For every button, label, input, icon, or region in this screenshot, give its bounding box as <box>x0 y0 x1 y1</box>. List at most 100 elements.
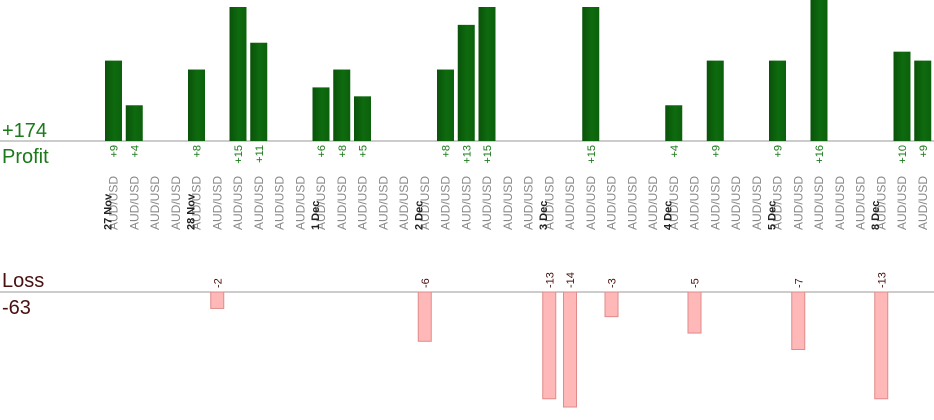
loss-value-label: -5 <box>690 278 702 288</box>
date-label: 27 Nov <box>102 193 114 230</box>
pair-label: AUD/USD <box>584 176 598 230</box>
profit-bar <box>457 24 475 141</box>
profit-value-label: +10 <box>897 145 909 164</box>
profit-value-label: +4 <box>669 145 681 158</box>
profit-bar <box>665 105 683 141</box>
loss-value-labels: -2 -6 -13 -14 -3 -5 -7 -13 <box>212 272 888 288</box>
date-labels: 27 Nov 28 Nov 1 Dec 2 Dec 3 Dec 4 Dec 5 Dec 8 D… <box>102 193 882 230</box>
pair-label: AUD/USD <box>625 176 639 230</box>
pair-label: AUD/USD <box>459 176 473 230</box>
pair-label: AUD/USD <box>667 176 681 230</box>
pair-label: AUD/USD <box>273 176 287 230</box>
profit-value-label: +4 <box>129 145 141 158</box>
pair-label: AUD/USD <box>895 176 909 230</box>
profit-bar <box>229 7 247 141</box>
profit-bar <box>810 0 828 141</box>
loss-bar <box>604 291 619 318</box>
pair-label: AUD/USD <box>750 176 764 230</box>
profit-bar <box>914 60 932 141</box>
profit-bar <box>437 69 454 141</box>
profit-value-label: +6 <box>316 145 328 158</box>
pair-label: AUD/USD <box>812 176 826 230</box>
profit-bar <box>333 69 351 141</box>
profit-bar <box>478 7 496 141</box>
loss-value-label: -13 <box>544 272 556 288</box>
pair-label: AUD/USD <box>708 176 722 230</box>
date-label: 1 Dec <box>310 201 322 230</box>
profit-value-label: +9 <box>773 145 785 158</box>
pair-label: AUD/USD <box>107 176 121 230</box>
profit-value-label: +9 <box>109 145 121 158</box>
pair-label: AUD/USD <box>335 176 349 230</box>
pair-label: AUD/USD <box>231 176 245 230</box>
pair-label: AUD/USD <box>418 176 432 230</box>
profit-total: +174 <box>2 120 47 142</box>
loss-value-label: -3 <box>607 278 619 288</box>
pair-label: AUD/USD <box>210 176 224 230</box>
date-label: 28 Nov <box>185 193 197 230</box>
pair-label: AUD/USD <box>688 176 702 230</box>
pair-label: AUD/USD <box>127 176 141 230</box>
profit-bar <box>312 87 330 141</box>
profit-value-label: +15 <box>586 145 598 164</box>
profit-bar <box>893 51 911 141</box>
pair-label: AUD/USD <box>356 176 370 230</box>
pair-label: AUD/USD <box>563 176 577 230</box>
loss-bar <box>563 291 577 408</box>
loss-bar <box>542 291 557 400</box>
pair-label: AUD/USD <box>771 176 785 230</box>
date-label: 3 Dec <box>538 201 550 230</box>
profit-bar <box>354 96 371 141</box>
profit-bar <box>105 60 122 141</box>
profit-bar <box>250 42 268 141</box>
profit-value-label: +15 <box>482 145 494 164</box>
pair-label: AUD/USD <box>169 176 183 230</box>
loss-total: -63 <box>2 297 31 319</box>
pair-label: AUD/USD <box>314 176 328 230</box>
pair-label: AUD/USD <box>542 176 556 230</box>
pair-label: AUD/USD <box>148 176 162 230</box>
profit-value-label: +8 <box>192 145 204 158</box>
profit-bar <box>706 60 724 141</box>
loss-value-label: -2 <box>212 278 224 288</box>
pair-label: AUD/USD <box>190 176 204 230</box>
pair-labels: AUD/USD AUD/USD AUD/USD AUD/USD AUD/USD AUD/U… <box>107 176 930 230</box>
profit-bar <box>188 69 205 141</box>
pair-label: AUD/USD <box>397 176 411 230</box>
date-label: 2 Dec <box>414 201 426 230</box>
date-label: 4 Dec <box>663 201 675 230</box>
pair-label: AUD/USD <box>605 176 619 230</box>
pair-label: AUD/USD <box>874 176 888 230</box>
profit-bar <box>769 60 786 141</box>
profit-label: Profit <box>2 146 49 168</box>
loss-bar <box>687 291 702 334</box>
loss-value-label: -13 <box>876 272 888 288</box>
pair-label: AUD/USD <box>480 176 494 230</box>
pair-label: AUD/USD <box>646 176 660 230</box>
pair-label: AUD/USD <box>791 176 805 230</box>
profit-value-label: +16 <box>814 145 826 164</box>
pair-label: AUD/USD <box>252 176 266 230</box>
loss-value-label: -7 <box>793 278 805 288</box>
profit-bars <box>105 0 932 141</box>
loss-bar <box>210 291 225 309</box>
pair-label: AUD/USD <box>522 176 536 230</box>
pair-label: AUD/USD <box>916 176 930 230</box>
profit-bar <box>582 7 600 141</box>
date-label: 8 Dec <box>870 201 882 230</box>
pair-label: AUD/USD <box>833 176 847 230</box>
loss-value-label: -6 <box>420 278 432 288</box>
pair-label: AUD/USD <box>439 176 453 230</box>
profit-value-label: +9 <box>710 145 722 158</box>
profit-value-label: +13 <box>461 145 473 164</box>
loss-value-label: -14 <box>565 272 577 288</box>
pair-label: AUD/USD <box>854 176 868 230</box>
pair-label: AUD/USD <box>729 176 743 230</box>
profit-value-label: +8 <box>337 145 349 158</box>
profit-value-label: +11 <box>254 145 266 163</box>
profit-bar <box>125 105 143 141</box>
loss-bar <box>874 291 889 400</box>
pair-label: AUD/USD <box>376 176 390 230</box>
